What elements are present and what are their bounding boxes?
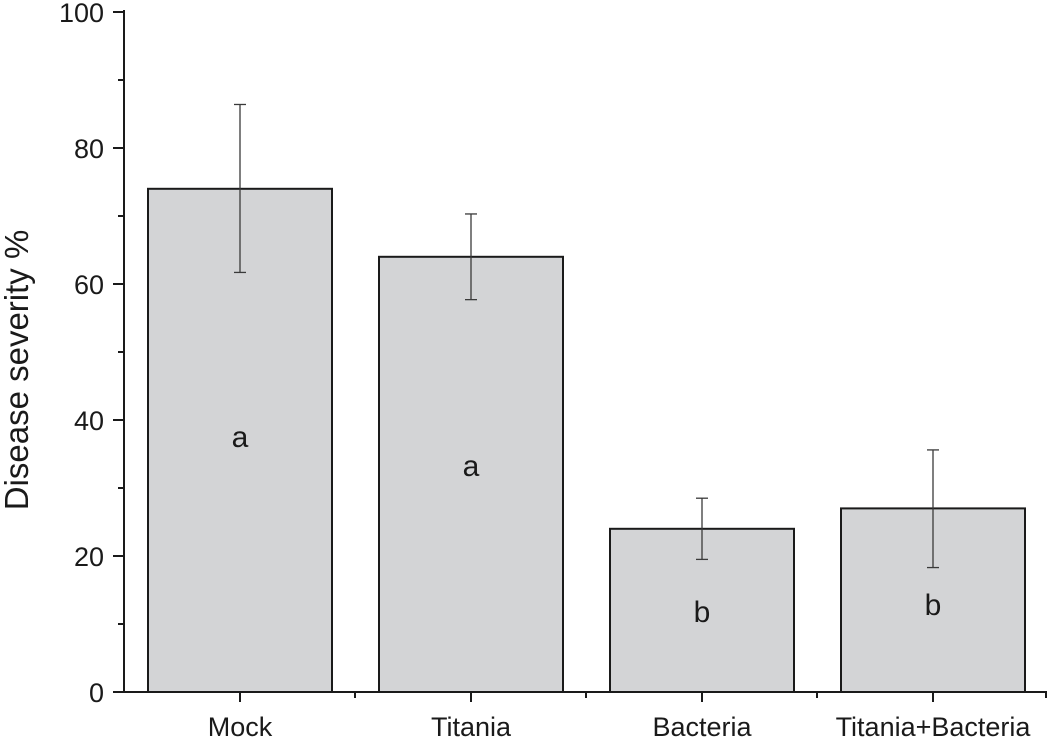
significance-label: a (463, 450, 480, 483)
y-axis-label: Disease severity % (0, 230, 35, 511)
x-tick-label: Bacteria (652, 712, 752, 739)
bar-titania (378, 255, 564, 693)
y-tick-label: 60 (74, 270, 104, 300)
significance-label: b (694, 596, 711, 629)
y-tick-label: 40 (74, 406, 104, 436)
y-tick-label: 80 (74, 134, 104, 164)
y-tick-label: 0 (89, 678, 104, 708)
x-tick-label: Titania+Bacteria (836, 712, 1032, 739)
x-tick-label: Mock (208, 712, 273, 739)
y-tick-label: 100 (59, 0, 104, 28)
plot-area: a a b b 0 20 40 60 80 100 Mock Titania Bacteria Titan… (59, 0, 1047, 739)
x-tick-label: Titania (431, 712, 512, 739)
significance-label: b (925, 589, 942, 622)
significance-label: a (232, 421, 249, 454)
y-tick-label: 20 (74, 542, 104, 572)
